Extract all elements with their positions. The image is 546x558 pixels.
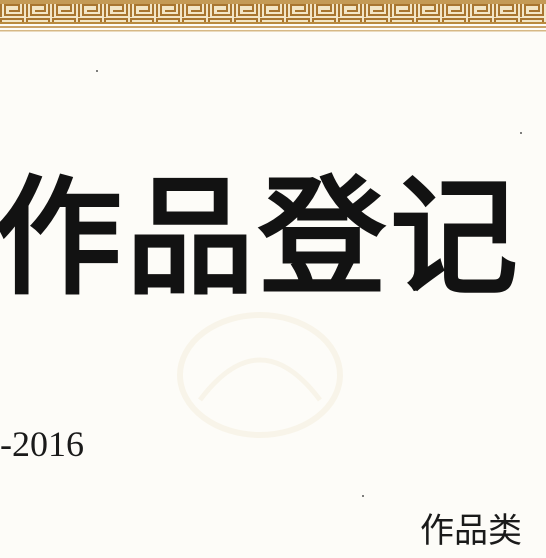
certificate-title: 作品登记 bbox=[0, 163, 523, 313]
work-category-label: 作品类 bbox=[420, 511, 522, 551]
scan-speck bbox=[520, 132, 522, 134]
scan-speck bbox=[362, 495, 364, 497]
watermark-seal bbox=[177, 312, 343, 438]
decorative-border bbox=[0, 0, 546, 32]
scan-speck bbox=[96, 70, 98, 72]
registration-number: -2016 bbox=[0, 424, 84, 464]
